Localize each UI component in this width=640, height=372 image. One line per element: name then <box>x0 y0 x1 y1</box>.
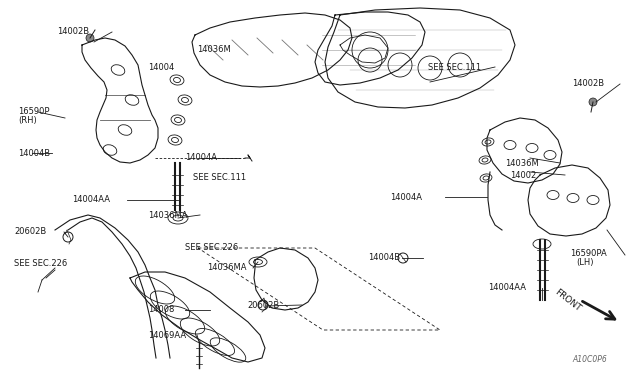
Text: 14036MA: 14036MA <box>207 263 246 273</box>
Text: SEE SEC.111: SEE SEC.111 <box>428 62 481 71</box>
Text: 14036M: 14036M <box>505 158 539 167</box>
Text: 14004AA: 14004AA <box>488 283 526 292</box>
Text: SEE SEC.226: SEE SEC.226 <box>185 244 238 253</box>
Circle shape <box>589 98 597 106</box>
Text: 14002: 14002 <box>510 170 536 180</box>
Text: 14004: 14004 <box>148 62 174 71</box>
Text: (RH): (RH) <box>18 116 36 125</box>
Text: 16590P: 16590P <box>18 108 49 116</box>
Text: 14008: 14008 <box>148 305 174 314</box>
Text: 14004B: 14004B <box>368 253 400 263</box>
Text: 20602B: 20602B <box>247 301 279 310</box>
Text: 14036M: 14036M <box>197 45 231 55</box>
Text: FRONT: FRONT <box>553 287 582 313</box>
Text: SEE SEC.226: SEE SEC.226 <box>14 259 67 267</box>
Text: 14004B: 14004B <box>18 148 50 157</box>
Text: 14036MA: 14036MA <box>148 211 188 219</box>
Text: 14002B: 14002B <box>572 80 604 89</box>
Circle shape <box>86 34 94 42</box>
Text: SEE SEC.111: SEE SEC.111 <box>193 173 246 182</box>
Text: 14002B: 14002B <box>57 28 89 36</box>
Text: 14004AA: 14004AA <box>72 196 110 205</box>
Text: (LH): (LH) <box>576 259 593 267</box>
Text: 20602B: 20602B <box>14 228 46 237</box>
Text: A10C0P6: A10C0P6 <box>573 356 607 365</box>
Text: 14004A: 14004A <box>185 154 217 163</box>
Text: 16590PA: 16590PA <box>570 248 607 257</box>
Text: 14069AA: 14069AA <box>148 330 186 340</box>
Text: 14004A: 14004A <box>390 192 422 202</box>
